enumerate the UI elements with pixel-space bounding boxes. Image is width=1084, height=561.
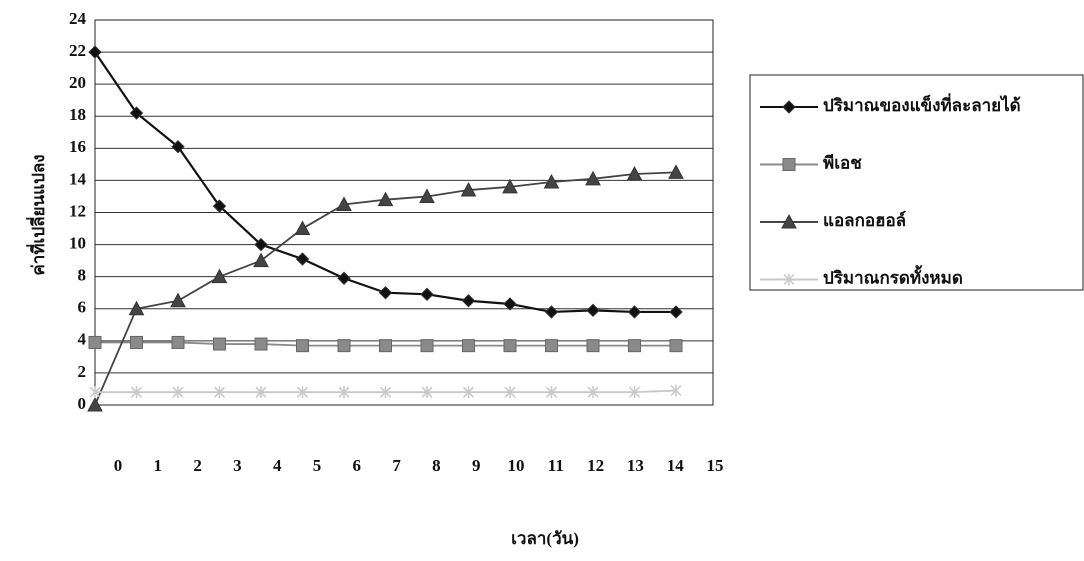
y-tick-label: 16 [69, 137, 86, 156]
marker [255, 338, 267, 350]
legend-label: ปริมาณกรดทั้งหมด [823, 264, 963, 287]
y-axis-title: ค่าที่เปลี่ยนแปลง [26, 154, 48, 275]
x-tick-label: 12 [587, 456, 604, 475]
marker [670, 340, 682, 352]
marker [587, 340, 599, 352]
y-tick-label: 22 [69, 41, 86, 60]
x-tick-label: 3 [233, 456, 242, 475]
marker [504, 298, 516, 310]
marker [171, 294, 185, 307]
x-tick-label: 0 [114, 456, 123, 475]
marker [504, 340, 516, 352]
y-tick-label: 12 [69, 201, 86, 220]
y-tick-label: 18 [69, 105, 86, 124]
marker [380, 340, 392, 352]
x-tick-label: 7 [392, 456, 401, 475]
marker [546, 340, 558, 352]
marker [172, 336, 184, 348]
y-tick-label: 4 [78, 330, 87, 349]
y-tick-label: 8 [78, 266, 87, 285]
marker [338, 272, 350, 284]
y-tick-label: 14 [69, 169, 87, 188]
marker [131, 336, 143, 348]
x-tick-label: 6 [353, 456, 362, 475]
x-tick-label: 1 [154, 456, 163, 475]
y-tick-label: 24 [69, 9, 87, 28]
marker [297, 253, 309, 265]
x-tick-label: 10 [508, 456, 525, 475]
marker [421, 288, 433, 300]
marker [214, 338, 226, 350]
x-tick-label: 14 [667, 456, 685, 475]
marker [254, 254, 268, 267]
chart: ค่าที่เปลี่ยนแปลง เวลา(วัน) 024681012141… [0, 0, 1084, 556]
legend-label: แอลกอฮอล์ [823, 210, 906, 230]
legend-label: พีเอช [823, 152, 862, 172]
marker [338, 340, 350, 352]
marker [546, 306, 558, 318]
marker [463, 295, 475, 307]
legend-label: ปริมาณของแข็งที่ละลายได้ [823, 93, 1021, 115]
x-tick-label: 4 [273, 456, 282, 475]
marker [463, 340, 475, 352]
x-tick-label: 9 [472, 456, 481, 475]
marker [587, 304, 599, 316]
x-tick-label: 2 [193, 456, 202, 475]
marker [629, 340, 641, 352]
marker [297, 340, 309, 352]
marker [670, 306, 682, 318]
y-tick-label: 2 [78, 362, 87, 381]
y-tick-label: 10 [69, 233, 86, 252]
marker [421, 340, 433, 352]
marker [380, 287, 392, 299]
y-tick-label: 20 [69, 73, 86, 92]
marker [89, 336, 101, 348]
x-tick-label: 8 [432, 456, 441, 475]
legend-marker [783, 159, 795, 171]
x-tick-label: 11 [548, 456, 564, 475]
y-tick-label: 0 [78, 394, 87, 413]
y-tick-label: 6 [78, 298, 87, 317]
x-axis-title: เวลา(วัน) [511, 529, 579, 548]
x-tick-label: 15 [707, 456, 724, 475]
x-tick-label: 5 [313, 456, 322, 475]
marker [296, 222, 310, 235]
marker [629, 306, 641, 318]
marker [89, 46, 101, 58]
x-tick-label: 13 [627, 456, 644, 475]
